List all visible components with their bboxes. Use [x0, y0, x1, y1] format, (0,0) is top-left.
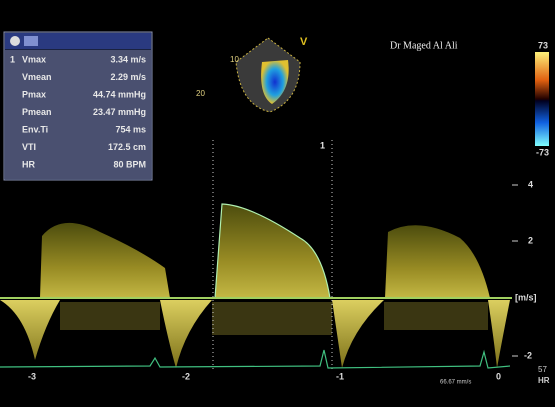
time-label: -1 [336, 371, 344, 381]
sweep-speed: 66.67 mm/s [440, 380, 471, 386]
tick-label: -2 [524, 350, 532, 360]
measurement-value: 3.34 m/s [110, 54, 146, 64]
measurement-label: HR [22, 159, 35, 169]
depth-mark: 20 [196, 89, 205, 98]
operator: Dr Maged Al Ali [390, 40, 458, 51]
panel-icon [24, 36, 38, 46]
tick-label: 2 [528, 235, 533, 245]
page: V 10 20 Dr Maged Al Ali 73 -73 1 4 2 [m/… [0, 0, 555, 407]
color-bottom: -73 [536, 147, 549, 157]
echo-screen: V 10 20 Dr Maged Al Ali 73 -73 1 4 2 [m/… [0, 0, 555, 407]
color-top: 73 [538, 40, 548, 50]
measurement-label: Env.Ti [22, 124, 48, 134]
measurement-index: 1 [10, 54, 15, 64]
unit-label: [m/s] [515, 292, 537, 302]
measurement-value: 2.29 m/s [110, 72, 146, 82]
color-bar [535, 52, 549, 146]
panel-icon [10, 36, 20, 46]
tick-label: 4 [528, 179, 533, 189]
measurement-panel: 1 Vmax 3.34 m/s Vmean 2.29 m/s Pmax 44.74 mmH… [4, 32, 152, 180]
measurement-value: 754 ms [115, 124, 146, 134]
time-label: -2 [182, 371, 190, 381]
measurement-value: 172.5 cm [108, 142, 146, 152]
measurement-value: 23.47 mmHg [93, 107, 146, 117]
measurement-label: VTI [22, 142, 36, 152]
measurement-label: Pmean [22, 107, 52, 117]
hr-value: 57 [538, 365, 547, 374]
time-label: -3 [28, 371, 36, 381]
time-label: 0 [496, 371, 501, 381]
measurement-value: 80 BPM [113, 159, 146, 169]
measurement-label: Pmax [22, 89, 46, 99]
hr-label: HR [538, 376, 550, 385]
measurement-value: 44.74 mmHg [93, 89, 146, 99]
cursor-label: 1 [320, 140, 325, 150]
sector-label: V [300, 36, 308, 48]
measurement-label: Vmax [22, 54, 46, 64]
measurement-label: Vmean [22, 72, 52, 82]
depth-mark: 10 [230, 55, 239, 64]
